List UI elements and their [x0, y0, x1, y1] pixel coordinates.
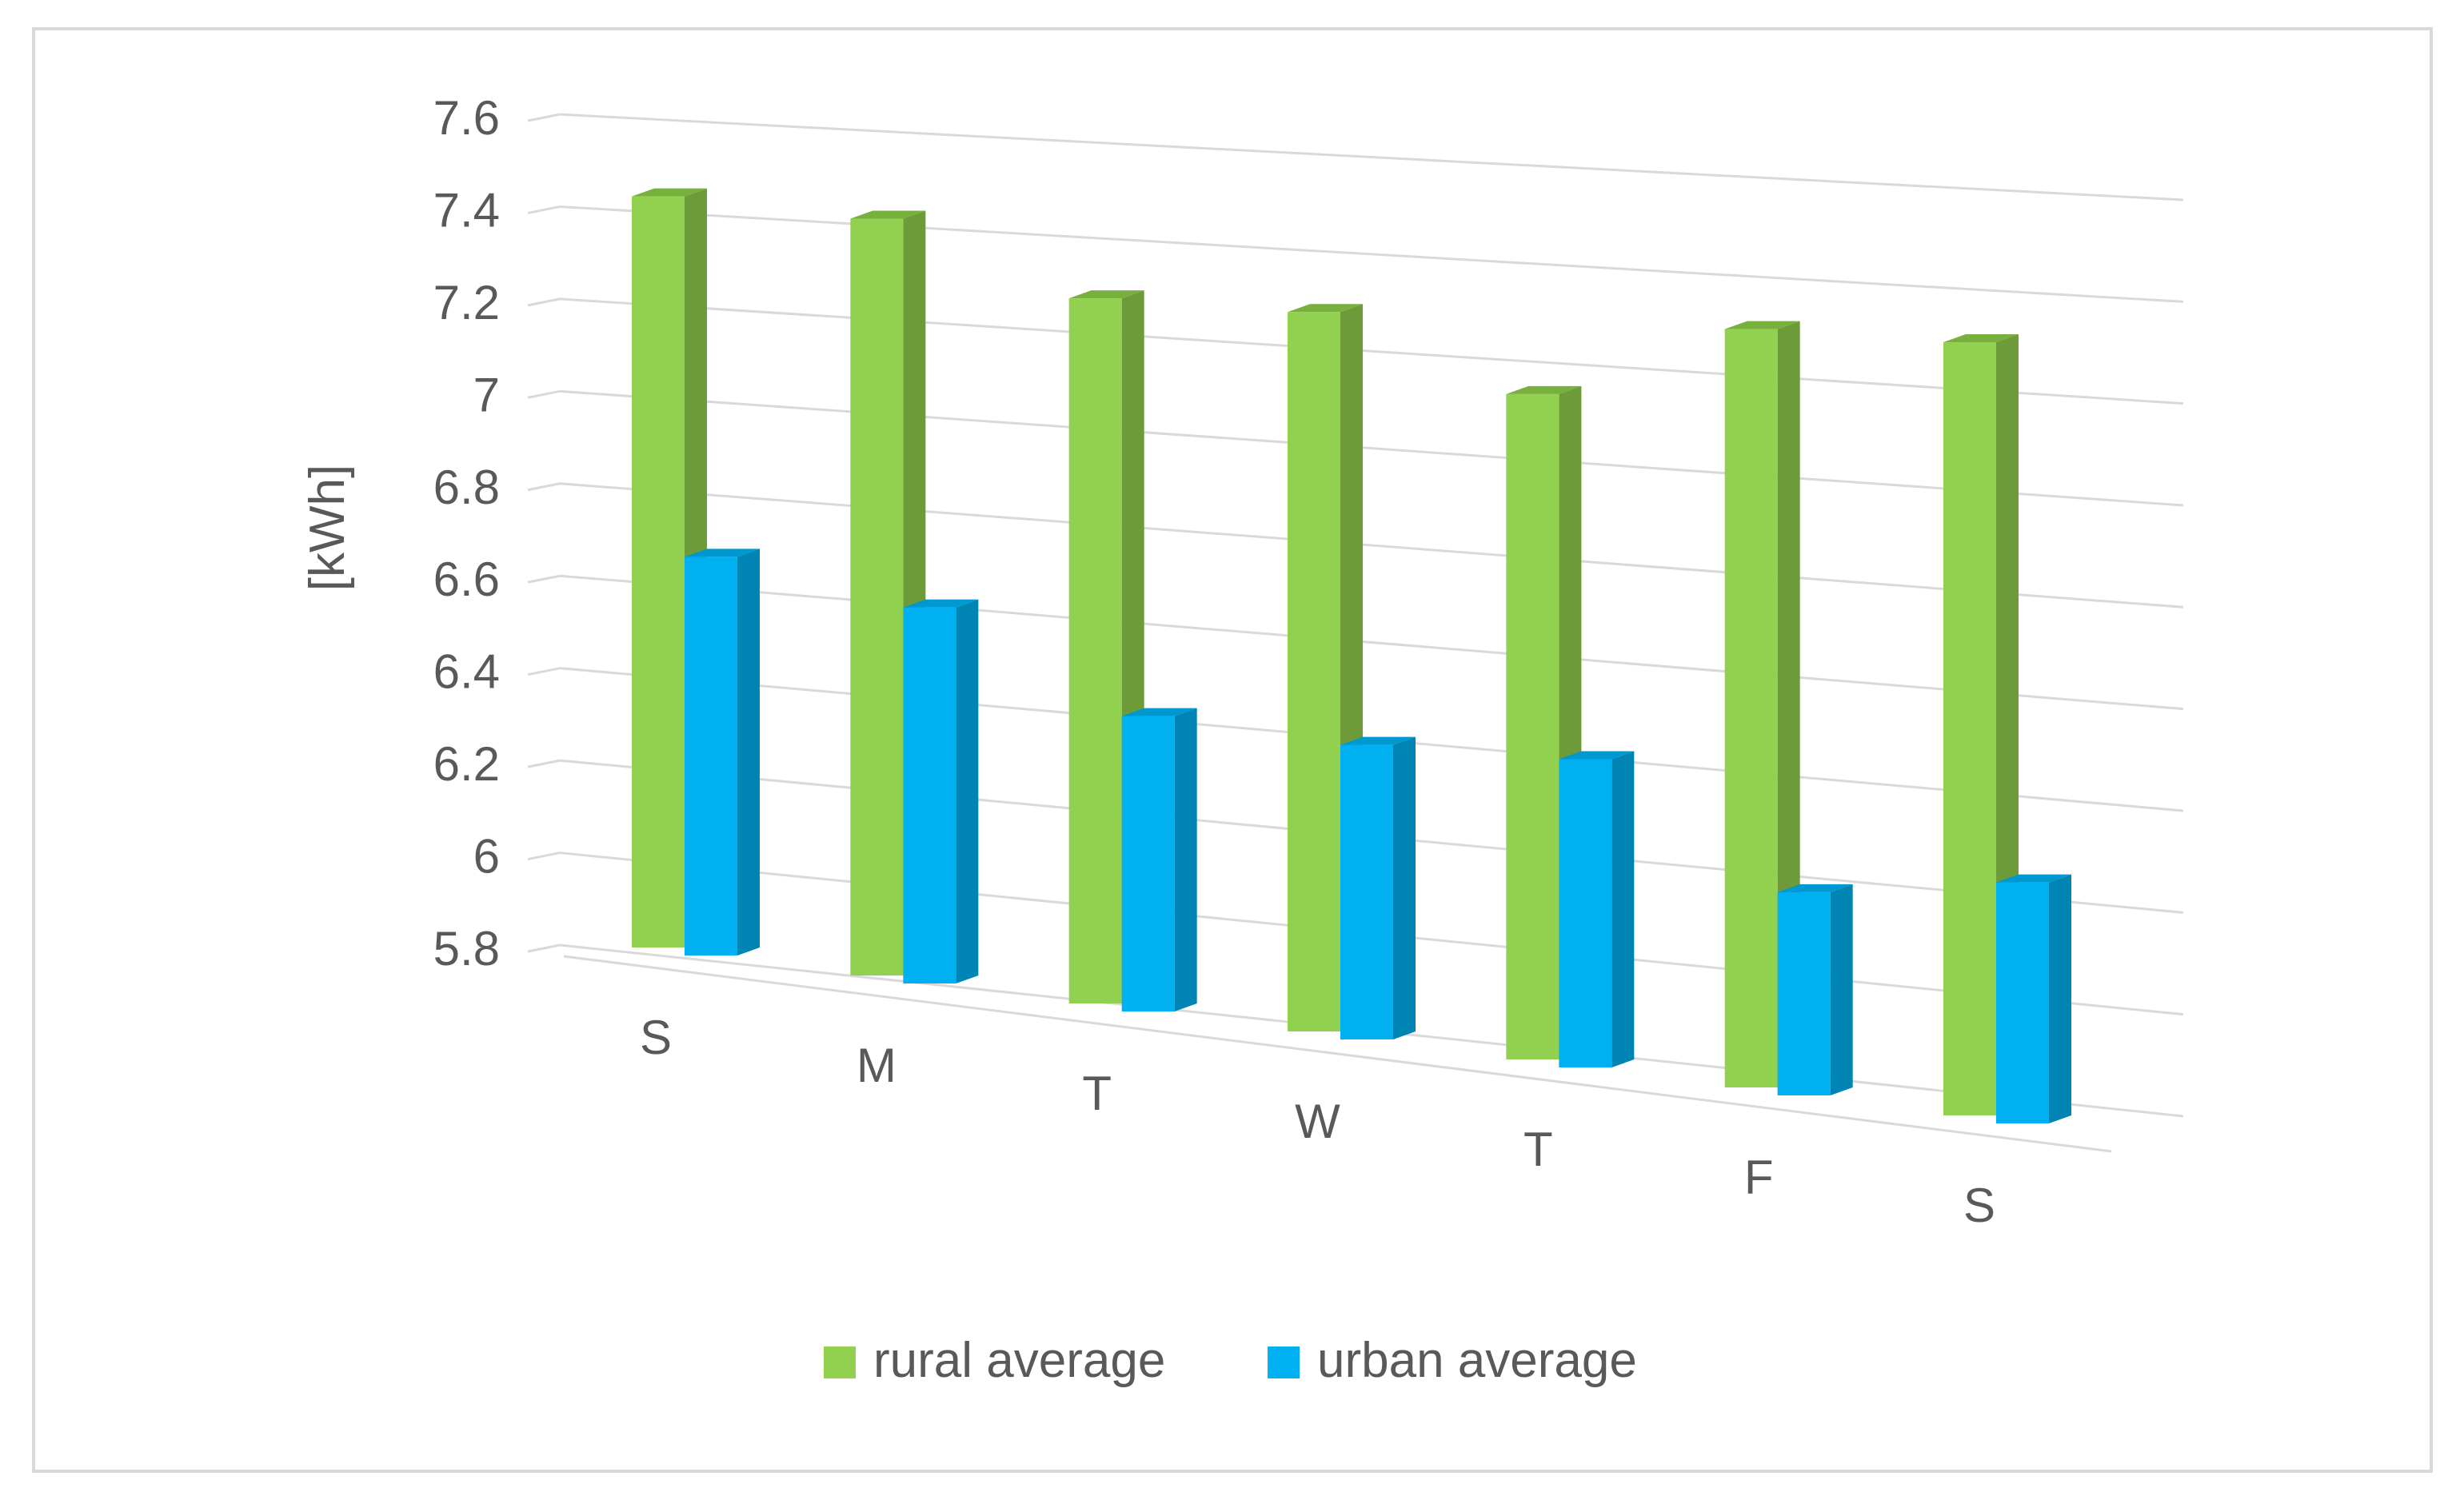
y-tick-label: 6.8 — [433, 461, 500, 514]
bar-side — [1830, 884, 1853, 1095]
bar-urban-average — [1777, 884, 1853, 1095]
gridline-side — [527, 113, 561, 122]
y-tick-label: 6.4 — [433, 645, 500, 699]
bar-urban-average — [903, 599, 979, 983]
bar-top — [1288, 304, 1363, 313]
bar-top — [632, 188, 707, 197]
bar-side — [1393, 736, 1416, 1039]
bar-top — [1559, 751, 1635, 760]
legend: rural average urban average — [824, 1333, 1637, 1388]
floor-edge — [563, 955, 2112, 1153]
y-tick-label: 6.6 — [433, 553, 500, 606]
bar-front — [1559, 759, 1612, 1067]
bar-front — [1777, 892, 1831, 1095]
bar-side — [956, 599, 979, 983]
bar-urban-average — [1559, 751, 1635, 1067]
bar-side — [1174, 708, 1197, 1011]
bar-top — [850, 210, 926, 219]
bar-front — [1068, 298, 1122, 1003]
y-tick-label: 6 — [473, 830, 500, 884]
gridline — [559, 205, 2184, 303]
y-axis-ticks: 7.6 7.4 7.2 7 6.8 6.6 6.4 6.2 6 5.8 — [433, 91, 500, 975]
bar-urban-average — [685, 549, 760, 955]
gridline-side — [527, 574, 561, 584]
bar-side — [1611, 751, 1635, 1067]
bar-urban-average — [1340, 736, 1416, 1039]
legend-swatch — [824, 1346, 856, 1378]
bar-front — [850, 218, 904, 975]
gridline — [559, 389, 2184, 507]
x-tick-label: S — [1963, 1179, 1995, 1232]
gridline-side — [527, 482, 561, 492]
y-tick-label: 7.6 — [433, 91, 500, 145]
bar-front — [1724, 329, 1778, 1087]
x-tick-label: S — [640, 1011, 672, 1064]
legend-label: rural average — [873, 1333, 1165, 1388]
bar-front — [1121, 716, 1175, 1011]
gridline-side — [527, 297, 561, 307]
y-axis-label: [kWh] — [300, 465, 355, 591]
gridline-side — [527, 759, 561, 768]
bar-front — [632, 196, 685, 947]
y-tick-label: 7 — [473, 368, 500, 421]
gridline-side — [527, 943, 561, 953]
y-tick-label: 7.2 — [433, 276, 500, 329]
bar-top — [903, 599, 979, 608]
bar-series — [632, 188, 2071, 1123]
bar-top — [1777, 884, 1853, 892]
bar-front — [1288, 312, 1340, 1031]
bar-urban-average — [1996, 874, 2071, 1123]
y-tick-label: 5.8 — [433, 922, 500, 975]
gridline — [559, 482, 2184, 608]
bar-front — [1943, 342, 1996, 1115]
gridline-side — [527, 667, 561, 676]
bar-front — [1996, 882, 2049, 1123]
bar-front — [903, 607, 956, 983]
chart-border — [32, 27, 2433, 1473]
x-tick-label: F — [1744, 1151, 1774, 1204]
bar-top — [1943, 334, 2019, 343]
bar-front — [1340, 744, 1393, 1039]
x-tick-label: W — [1295, 1095, 1340, 1148]
y-tick-label: 6.2 — [433, 737, 500, 791]
bar-side — [737, 549, 760, 955]
bar-top — [685, 549, 760, 557]
bar-top — [1121, 708, 1197, 716]
bar-side — [2049, 874, 2071, 1123]
x-tick-label: T — [1082, 1067, 1112, 1120]
bar-urban-average — [1121, 708, 1197, 1011]
gridline — [559, 574, 2184, 711]
legend-swatch — [1268, 1346, 1300, 1378]
y-tick-label: 7.4 — [433, 183, 500, 237]
gridline — [559, 297, 2184, 405]
x-tick-label: T — [1524, 1123, 1553, 1176]
bar-top — [1996, 874, 2071, 883]
x-tick-label: M — [857, 1039, 897, 1092]
gridline-side — [527, 205, 561, 214]
gridline-side — [527, 389, 561, 399]
bar-front — [685, 557, 737, 955]
bar-top — [1724, 321, 1800, 329]
gridline — [559, 113, 2184, 201]
bar-top — [1340, 736, 1416, 745]
bar-top — [1506, 385, 1582, 394]
bar-front — [1506, 393, 1559, 1060]
bar-top — [1068, 290, 1144, 299]
legend-label: urban average — [1317, 1333, 1637, 1388]
x-axis-ticks: S M T W T F S — [640, 1011, 1995, 1232]
gridline-side — [527, 852, 561, 861]
